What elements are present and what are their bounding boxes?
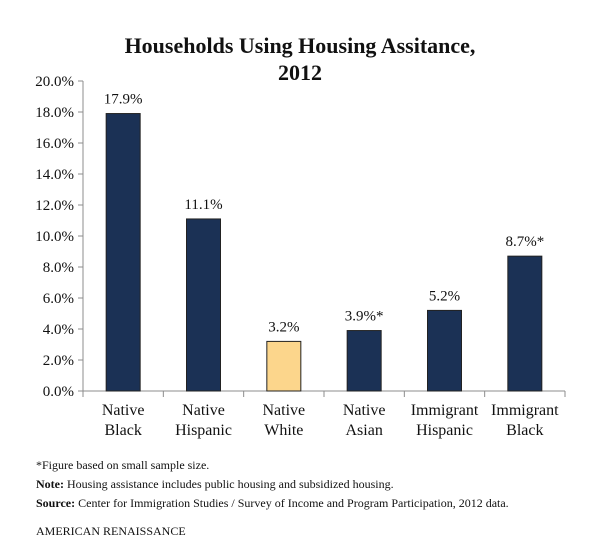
chart-title-line-2: 2012 <box>278 60 322 85</box>
y-tick-label: 14.0% <box>35 167 74 183</box>
y-tick-label: 0.0% <box>43 384 74 400</box>
bar <box>186 218 221 392</box>
source-note: Source: Center for Immigration Studies /… <box>36 494 596 513</box>
bar <box>346 330 382 392</box>
data-label: 3.2% <box>268 319 299 335</box>
category-label: Immigrant <box>411 402 479 419</box>
bar <box>507 255 543 392</box>
y-tick-label: 18.0% <box>35 105 74 121</box>
category-label: Native <box>182 402 225 419</box>
category-label: Hispanic <box>416 422 473 439</box>
category-label: Native <box>343 402 386 419</box>
chart-title: Households Using Housing Assitance, 2012 <box>0 32 600 86</box>
source-label: Source: <box>36 496 76 510</box>
small-sample-note: *Figure based on small sample size. <box>36 458 210 472</box>
note-text: Housing assistance includes public housi… <box>63 477 394 491</box>
y-tick-label: 4.0% <box>43 322 74 338</box>
category-label: Immigrant <box>491 402 559 419</box>
data-label: 5.2% <box>429 288 460 304</box>
category-label: Black <box>506 422 543 439</box>
category-label: Black <box>105 422 142 439</box>
brand-logo-text: AMERICAN RENAISSANCE <box>36 524 186 538</box>
category-label: White <box>264 422 303 439</box>
y-tick-label: 8.0% <box>43 260 74 276</box>
data-label: 11.1% <box>184 197 222 213</box>
y-tick-label: 6.0% <box>43 291 74 307</box>
bar-chart: 0.0% 2.0% 4.0% 6.0% 8.0% 10.0% 12.0% 14.0% 16.0%… <box>35 74 566 439</box>
y-tick-label: 20.0% <box>35 74 74 90</box>
category-label: Native <box>102 402 145 419</box>
note-label: Note: <box>36 477 64 491</box>
bar <box>105 113 141 392</box>
data-label: 8.7%* <box>505 234 544 250</box>
y-tick-label: 2.0% <box>43 353 74 369</box>
y-tick-label: 10.0% <box>35 229 74 245</box>
chart-title-line-1: Households Using Housing Assitance, <box>124 33 476 58</box>
housing-note: Note: Housing assistance includes public… <box>36 475 596 494</box>
y-tick-label: 16.0% <box>35 136 74 152</box>
category-label: Native <box>263 402 306 419</box>
data-label: 3.9%* <box>345 309 384 325</box>
category-label: Hispanic <box>175 422 232 439</box>
category-label: Asian <box>346 422 383 439</box>
data-label: 17.9% <box>104 92 143 108</box>
source-text: Center for Immigration Studies / Survey … <box>75 496 509 510</box>
y-tick-label: 12.0% <box>35 198 74 214</box>
bar <box>266 340 302 392</box>
chart-notes: *Figure based on small sample size. Note… <box>36 456 596 513</box>
bar <box>427 309 462 392</box>
